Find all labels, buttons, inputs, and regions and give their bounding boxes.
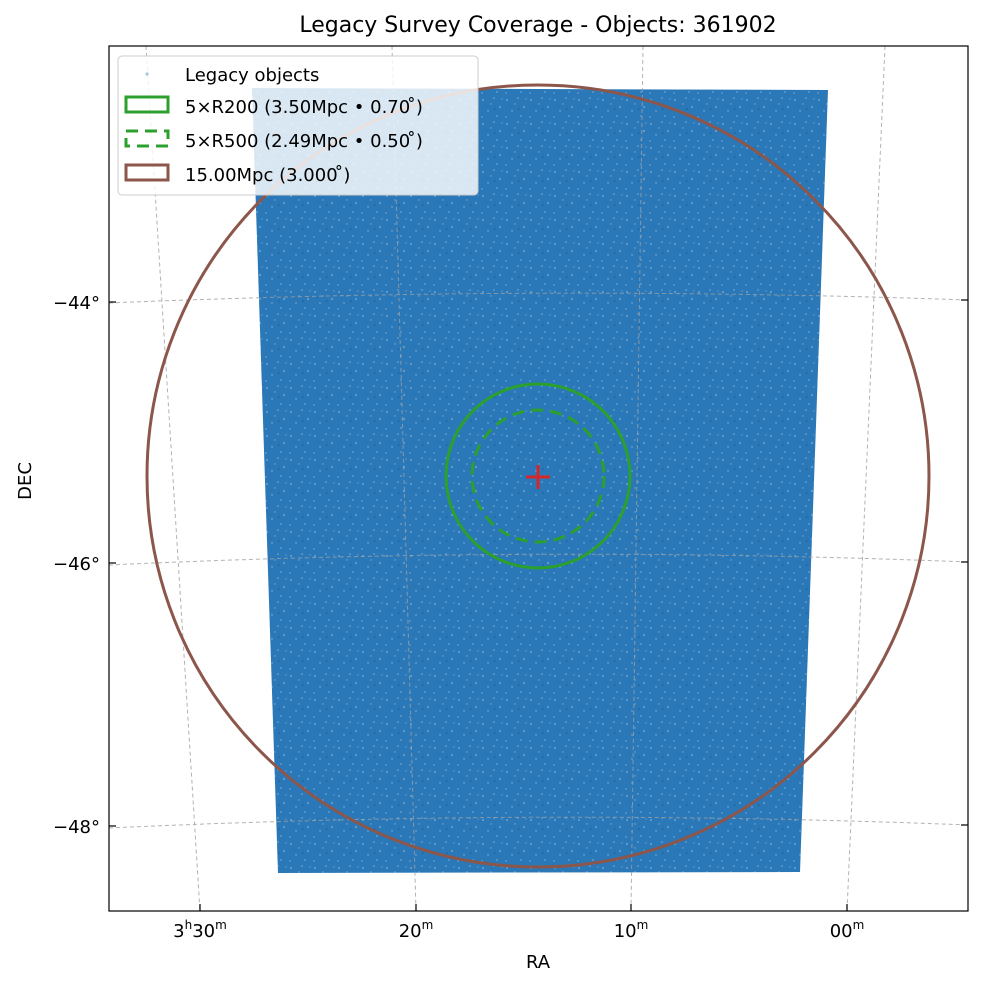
plot-frame xyxy=(108,45,969,912)
legend-marker-legacy-objects xyxy=(145,72,149,76)
legend-box xyxy=(117,55,479,196)
grid-ra-30 xyxy=(145,46,201,911)
grid-dec-44 xyxy=(109,292,968,304)
x-axis-label: RA xyxy=(526,952,551,973)
x-tick-label-10m: 10m xyxy=(614,918,649,942)
y-ticks xyxy=(109,299,968,827)
legend-marker-5xr200 xyxy=(124,95,170,114)
legend-label-5xr500: 5×R500 (2.49Mpc • 0.50 ̊) xyxy=(185,131,423,152)
center-marker xyxy=(526,465,550,489)
legend-label-5xr200: 5×R200 (3.50Mpc • 0.70 ̊) xyxy=(185,97,423,118)
y-tick-label-44: −44° xyxy=(53,293,100,314)
grid-lines xyxy=(109,46,968,911)
legacy-objects-footprint xyxy=(252,88,828,873)
grid-ra-00 xyxy=(846,46,886,911)
circle-5xr200 xyxy=(444,382,632,570)
grid-ra-20 xyxy=(391,46,417,911)
legend: Legacy objects 5×R200 (3.50Mpc • 0.70 ̊)… xyxy=(117,55,479,196)
legend-marker-5xr500 xyxy=(124,129,170,148)
x-ticks xyxy=(199,904,848,911)
legend-label-legacy-objects: Legacy objects xyxy=(185,65,319,86)
legend-marker-15mpc xyxy=(124,163,170,182)
grid-dec-48 xyxy=(109,816,968,829)
y-axis-label: DEC xyxy=(15,462,36,500)
y-tick-label-48: −48° xyxy=(53,817,100,838)
circle-15mpc xyxy=(145,83,931,869)
x-tick-label-00m: 00m xyxy=(830,918,865,942)
legend-label-15mpc: 15.00Mpc (3.000 ̊) xyxy=(185,165,350,186)
x-tick-label-20m: 20m xyxy=(399,918,434,942)
circle-5xr500 xyxy=(470,408,606,544)
y-tick-label-46: −46° xyxy=(53,554,100,575)
x-tick-label-3h30m: 3h30m xyxy=(173,918,227,942)
chart-title: Legacy Survey Coverage - Objects: 361902 xyxy=(299,13,776,38)
grid-dec-46 xyxy=(109,553,968,566)
